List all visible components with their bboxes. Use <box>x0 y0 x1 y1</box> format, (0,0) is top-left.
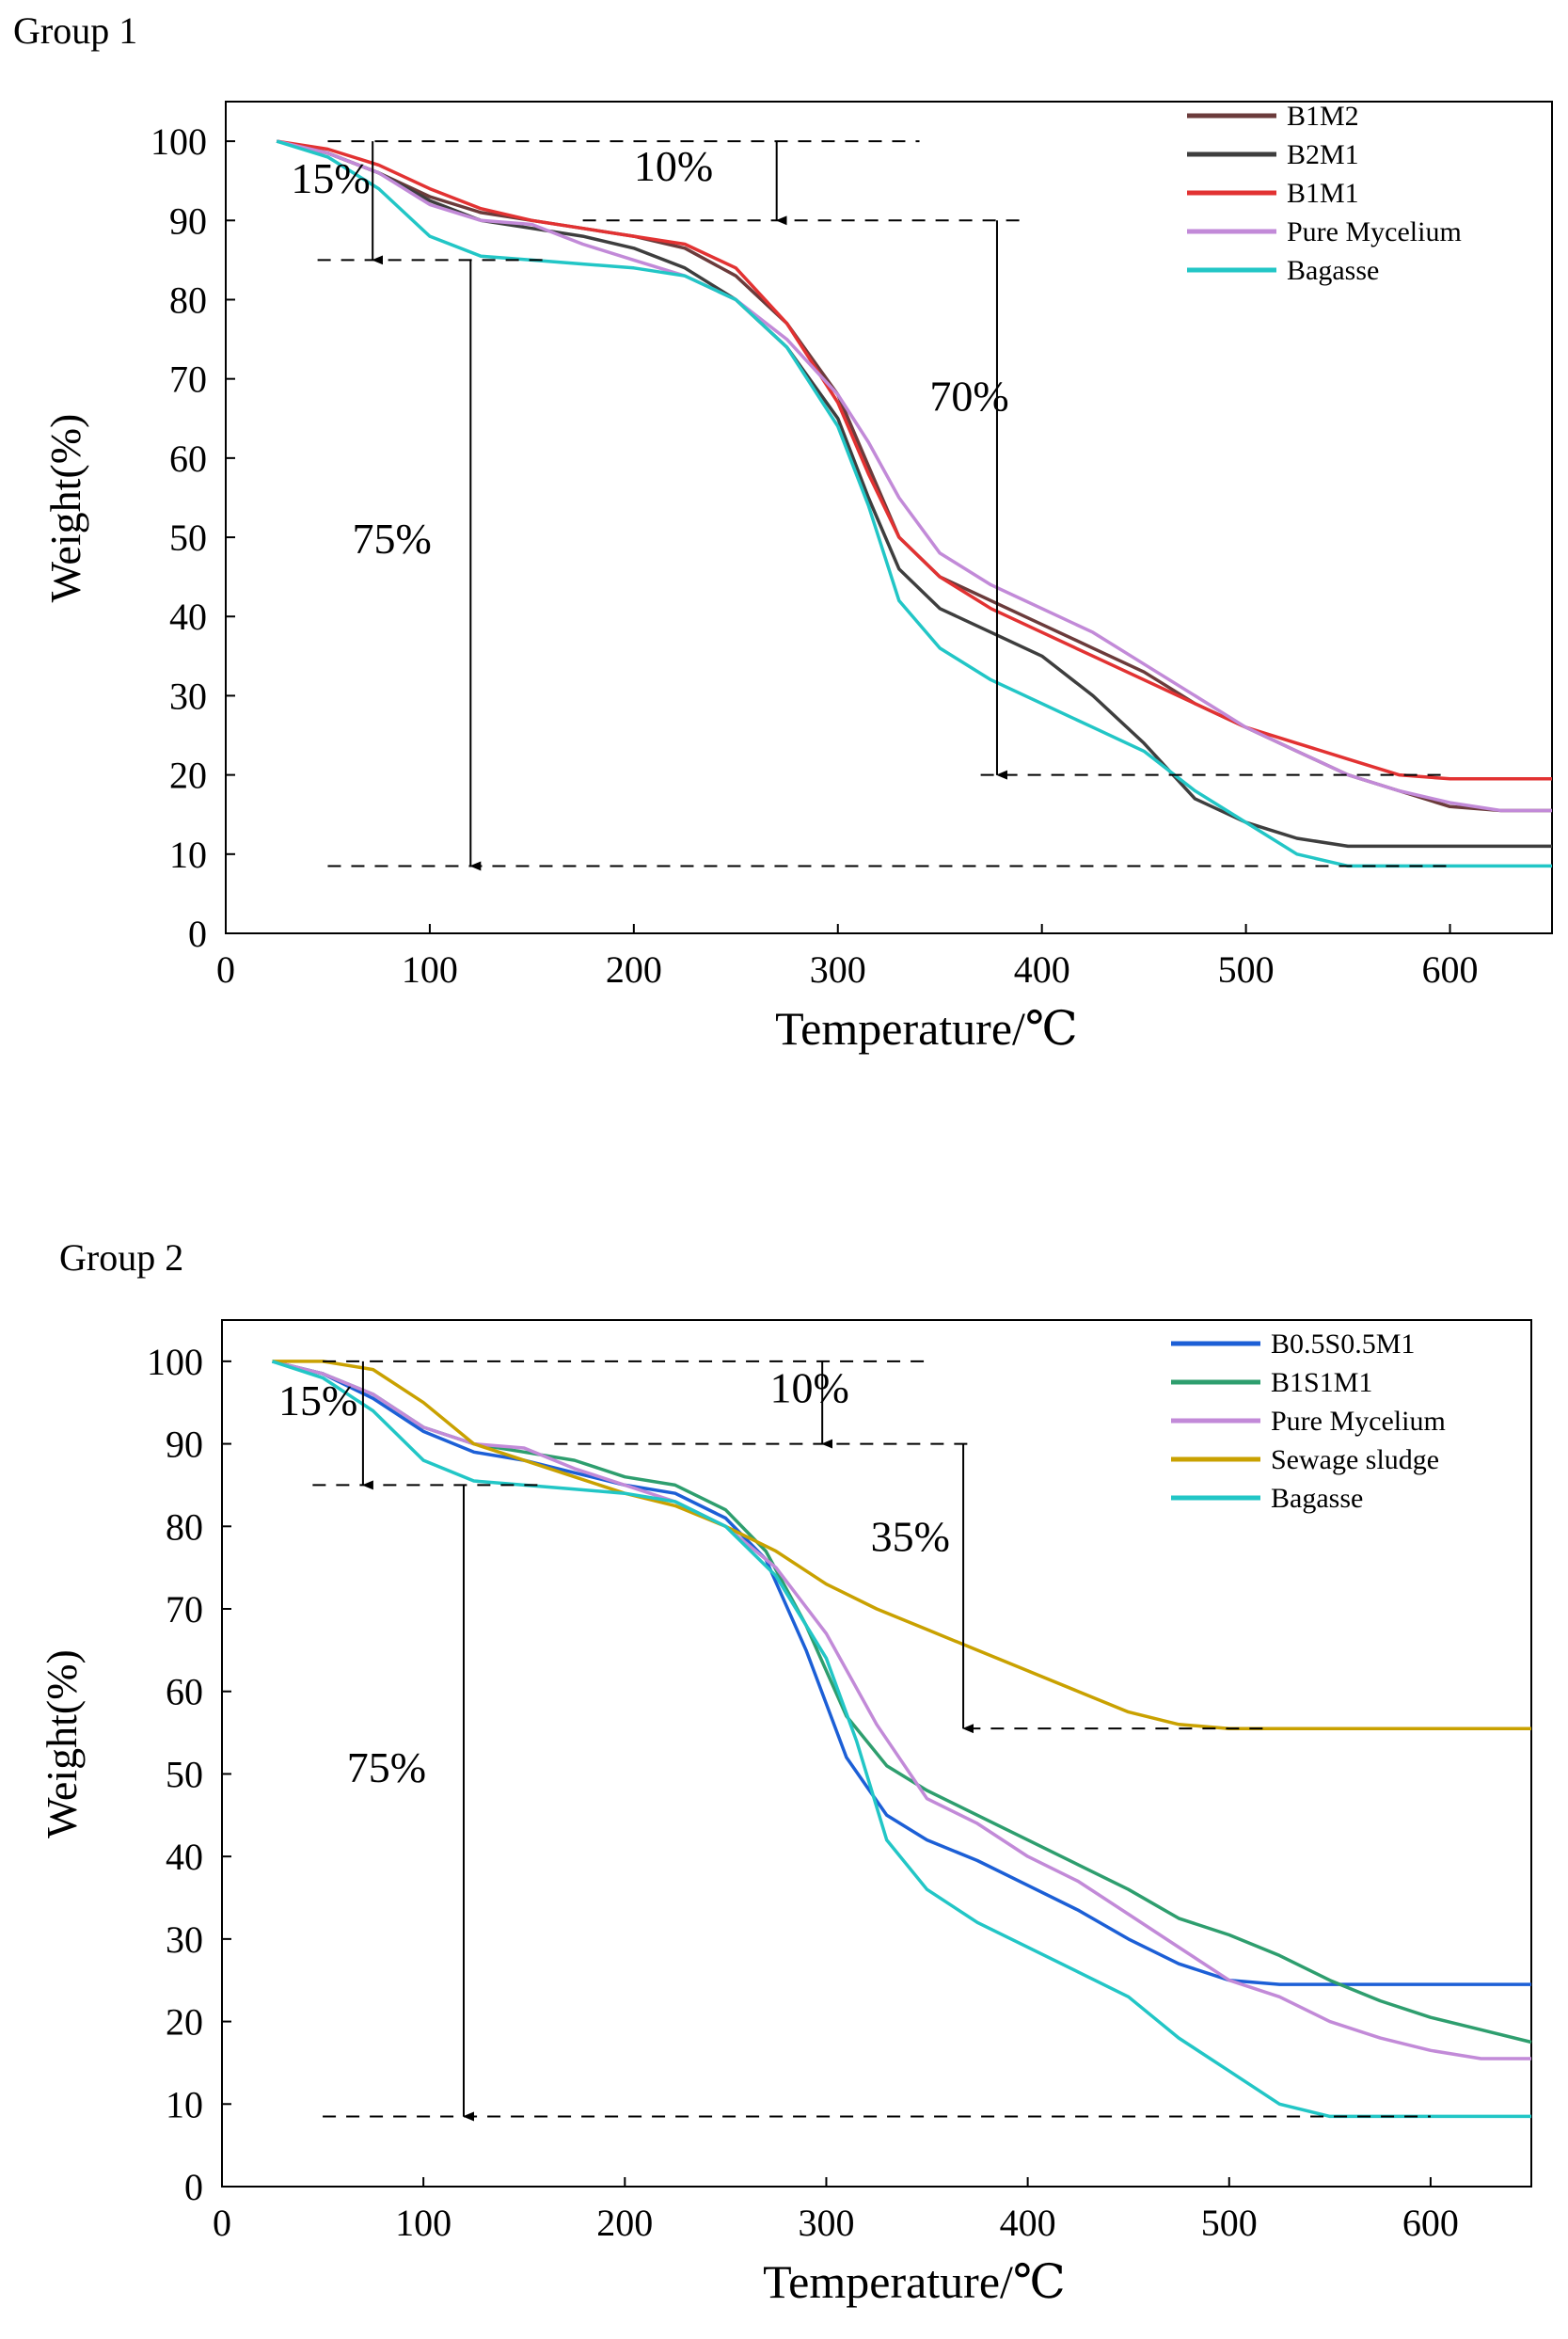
legend-label: Sewage sludge <box>1271 1444 1439 1475</box>
chart-group-2: Group 2 0 10 20 30 40 50 60 70 80 90 100 0 100 200 300 4… <box>38 1236 1532 2308</box>
y-tick-label: 20 <box>169 755 207 797</box>
y-tick-label: 80 <box>169 278 207 321</box>
x-tick-label: 600 <box>1402 2202 1459 2244</box>
y-tick-label: 30 <box>166 1918 203 1961</box>
y-tick-label: 50 <box>169 517 207 559</box>
x-tick-label: 600 <box>1422 948 1479 991</box>
y-tick-label: 40 <box>166 1836 203 1878</box>
legend-label: B1S1M1 <box>1271 1367 1372 1398</box>
legend-label: B1M2 <box>1287 101 1359 132</box>
y-tick-label: 30 <box>169 675 207 717</box>
chart-title: Group 1 <box>13 9 137 52</box>
y-tick-label: 70 <box>169 358 207 401</box>
y-tick-label: 10 <box>166 2083 203 2125</box>
x-tick-label: 0 <box>216 948 235 991</box>
y-tick-label: 90 <box>169 199 207 242</box>
x-tick-label: 400 <box>1014 948 1070 991</box>
legend-label: Pure Mycelium <box>1271 1406 1446 1437</box>
x-axis-label: Temperature/℃ <box>763 2255 1066 2308</box>
legend-label: B2M1 <box>1287 139 1359 170</box>
x-tick-label: 500 <box>1218 948 1275 991</box>
x-tick-label: 300 <box>810 948 866 991</box>
annotation-label: 15% <box>291 154 370 202</box>
y-tick-label: 100 <box>150 120 207 163</box>
annotation-label: 70% <box>929 372 1008 420</box>
annotation-label: 10% <box>769 1364 848 1412</box>
x-tick-label: 200 <box>596 2202 653 2244</box>
annotation-label: 10% <box>634 142 713 190</box>
x-tick-label: 300 <box>798 2202 854 2244</box>
plot-frame <box>221 1319 1532 2188</box>
plot-frame <box>225 101 1553 934</box>
chart-group-1: Group 1 0 10 20 30 40 50 60 70 80 90 100 0 100 200 300 4… <box>13 9 1553 1055</box>
y-tick-label: 70 <box>166 1588 203 1631</box>
legend-label: Pure Mycelium <box>1287 216 1462 247</box>
x-tick-label: 200 <box>606 948 662 991</box>
y-tick-label: 90 <box>166 1424 203 1466</box>
annotation-label: 75% <box>352 515 431 563</box>
y-tick-label: 20 <box>166 2001 203 2044</box>
annotation-label: 75% <box>347 1743 426 1791</box>
annotation-label: 35% <box>871 1513 950 1561</box>
y-axis-label: Weight(%) <box>38 1649 86 1838</box>
y-tick-label: 10 <box>169 834 207 876</box>
series-line-bagasse <box>276 139 1552 868</box>
legend-label: B1M1 <box>1287 178 1359 209</box>
x-tick-label: 0 <box>213 2202 231 2244</box>
y-tick-label: 60 <box>166 1671 203 1713</box>
annotation-label: 15% <box>278 1376 357 1424</box>
y-tick-label: 100 <box>147 1341 203 1383</box>
chart-title: Group 2 <box>59 1236 183 1279</box>
x-tick-label: 400 <box>1000 2202 1056 2244</box>
legend-label: Bagasse <box>1287 255 1379 286</box>
legend-label: B0.5S0.5M1 <box>1271 1329 1415 1360</box>
series-line-pure-mycelium <box>272 1360 1531 2061</box>
legend-label: Bagasse <box>1271 1483 1363 1514</box>
y-tick-label: 40 <box>169 596 207 638</box>
series-line-bagasse <box>271 1360 1531 2119</box>
y-tick-label: 0 <box>184 2166 203 2208</box>
series-line-b1m1 <box>276 139 1552 781</box>
x-tick-label: 100 <box>402 948 458 991</box>
y-tick-label: 80 <box>166 1505 203 1548</box>
y-tick-label: 50 <box>166 1753 203 1795</box>
x-tick-label: 500 <box>1201 2202 1258 2244</box>
y-axis-label: Weight(%) <box>41 414 89 603</box>
y-tick-label: 60 <box>169 438 207 480</box>
x-tick-label: 100 <box>395 2202 451 2244</box>
x-axis-label: Temperature/℃ <box>775 1002 1078 1055</box>
series-line-pure-mycelium <box>276 139 1552 813</box>
y-tick-label: 0 <box>188 913 207 955</box>
